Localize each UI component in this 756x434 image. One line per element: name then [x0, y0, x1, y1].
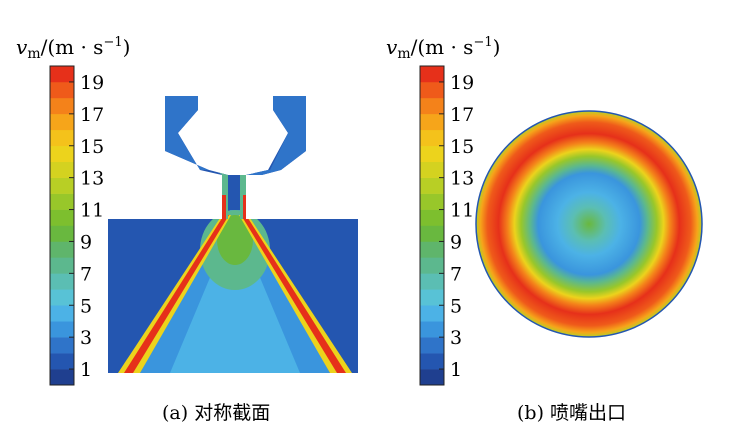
colorbar-tick-label: 3 [450, 327, 462, 349]
funnel-region [165, 96, 306, 175]
colorbar-tick-label: 5 [80, 295, 92, 317]
colorbar-segment [50, 129, 74, 147]
colorbar-segment [420, 161, 444, 178]
colorbar-segment [50, 193, 74, 210]
colorbar-segment [50, 369, 74, 386]
colorbar-segment [420, 145, 444, 162]
colorbar-segment [420, 225, 444, 242]
colorbar-tick-label: 13 [80, 168, 104, 190]
right-jet-band-core [241, 215, 346, 373]
left-jet-band-core [124, 215, 229, 373]
panel-a: vm/(m · s−1) 19 17 15 13 11 9 7 5 3 1 (a) 对称截面 [16, 35, 358, 424]
colorbar-tick-label: 19 [80, 72, 104, 94]
colorbar-tick-label: 5 [450, 295, 462, 317]
colorbar-segment [420, 129, 444, 147]
nozzle-throat-right [243, 195, 247, 219]
colorbar-segment [420, 273, 444, 290]
colorbar-a [49, 65, 75, 386]
colorbar-segment [50, 161, 74, 178]
caption-b: (b) 喷嘴出口 [517, 402, 626, 424]
caption-a: (a) 对称截面 [162, 402, 270, 424]
colorbar-tick-label: 11 [80, 200, 104, 222]
colorbar-segment [50, 177, 74, 194]
outlet-rim [475, 110, 703, 338]
colorbar-segment [50, 225, 74, 242]
colorbar-segment [420, 113, 444, 131]
colorbar-segment [420, 209, 444, 226]
section-contour-map [108, 96, 358, 373]
colorbar-segment [420, 321, 444, 338]
colorbar-segment [50, 305, 74, 322]
colorbar-segment [50, 353, 74, 370]
nozzle-throat-left [222, 195, 226, 219]
colorbar-tick-label: 9 [80, 231, 92, 253]
colorbar-ticks-a: 19 17 15 13 11 9 7 5 3 1 [69, 72, 104, 381]
colorbar-segment [420, 97, 444, 115]
colorbar-tick-label: 1 [450, 359, 462, 381]
colorbar-tick-label: 7 [80, 263, 92, 285]
colorbar-segment [50, 145, 74, 162]
colorbar-segment [420, 66, 444, 83]
colorbar-segment [420, 337, 444, 354]
colorbar-tick-label: 17 [450, 104, 474, 126]
plume-inner [170, 225, 300, 373]
colorbar-segment [50, 113, 74, 131]
colorbar-ticks-b: 19 17 15 13 11 9 7 5 3 1 [439, 72, 474, 381]
colorbar-segment [50, 257, 74, 274]
colorbar-b [419, 65, 445, 386]
colorbar-title-b: vm/(m · s−1) [386, 35, 500, 62]
colorbar-tick-label: 19 [450, 72, 474, 94]
colorbar-tick-label: 7 [450, 263, 462, 285]
colorbar-frame [419, 65, 445, 386]
panel-b: vm/(m · s−1) 19 17 15 13 11 9 7 5 3 1 (b) 喷嘴出口 [386, 35, 703, 424]
colorbar-tick-label: 11 [450, 200, 474, 222]
colorbar-tick-label: 15 [450, 136, 474, 158]
colorbar-tick-label: 13 [450, 168, 474, 190]
colorbar-tick-label: 9 [450, 231, 462, 253]
colorbar-segment [50, 81, 74, 99]
colorbar-tick-label: 1 [80, 359, 92, 381]
colorbar-segment [420, 193, 444, 210]
colorbar-segment [420, 369, 444, 386]
colorbar-tick-label: 3 [80, 327, 92, 349]
colorbar-segment [420, 353, 444, 370]
colorbar-frame [49, 65, 75, 386]
colorbar-segment [50, 66, 74, 83]
colorbar-segment [50, 97, 74, 115]
colorbar-segment [420, 241, 444, 258]
colorbar-segment [50, 209, 74, 226]
colorbar-segment [50, 289, 74, 306]
colorbar-title-a: vm/(m · s−1) [16, 35, 130, 62]
colorbar-segment [420, 177, 444, 194]
colorbar-segment [50, 321, 74, 338]
colorbar-segment [50, 337, 74, 354]
colorbar-tick-label: 17 [80, 104, 104, 126]
colorbar-segment [420, 257, 444, 274]
colorbar-segment [420, 305, 444, 322]
colorbar-tick-label: 15 [80, 136, 104, 158]
colorbar-segment [420, 289, 444, 306]
colorbar-segment [420, 81, 444, 99]
colorbar-segment [50, 241, 74, 258]
nozzle-outlet-disk [476, 111, 702, 337]
colorbar-segment [50, 273, 74, 290]
plume-green-core [217, 215, 253, 265]
